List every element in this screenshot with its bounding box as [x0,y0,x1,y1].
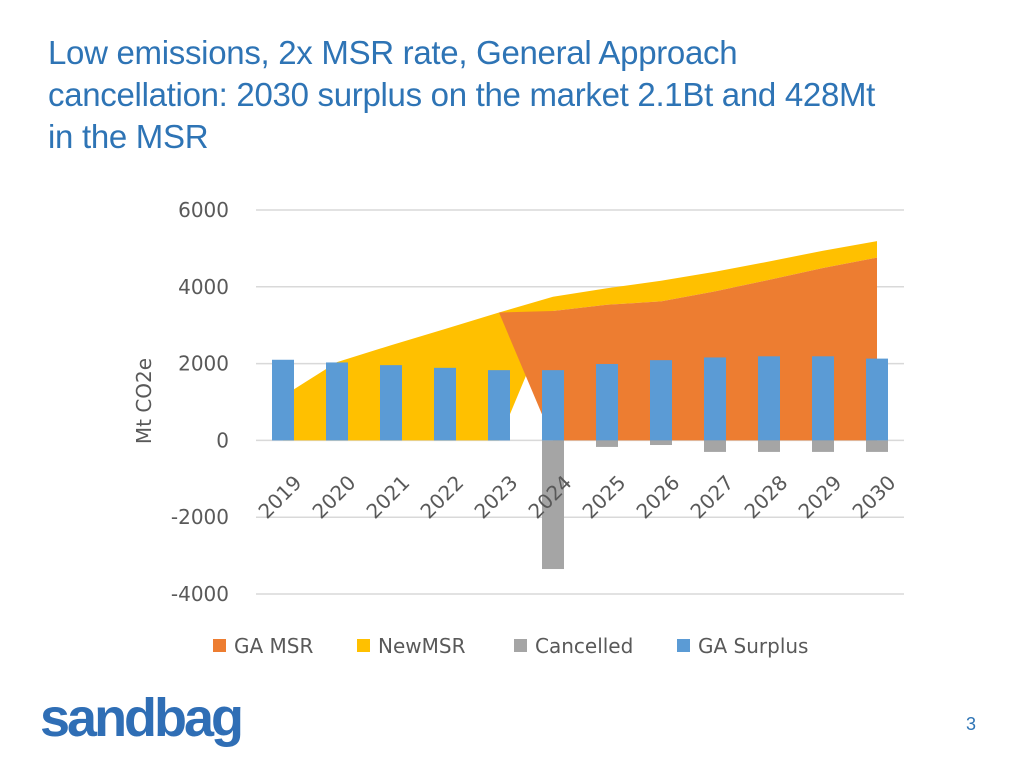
x-tick-label: 2030 [847,470,900,523]
legend: GA MSR NewMSR Cancelled GA Surplus [213,634,808,658]
legend-label: NewMSR [378,634,466,658]
legend-swatch [514,639,527,652]
bar-ga-surplus [866,358,888,441]
x-tick-label: 2023 [469,470,522,523]
bar-cancelled [758,440,780,452]
area-newmsr [283,241,877,441]
bar-ga-surplus [596,363,618,441]
title-line-1: Low emissions, 2x MSR rate, General Appr… [48,34,738,71]
bar-cancelled [812,440,834,452]
y-axis-ticks: 6000 4000 2000 0 -2000 -4000 [171,198,229,606]
x-tick-label: 2022 [415,470,468,523]
x-tick-label: 2028 [739,470,792,523]
x-tick-label: 2019 [253,470,306,523]
x-axis-ticks: 2019 2020 2021 2022 2023 2024 2025 2026 2027 2028… [253,470,900,523]
y-tick-label: 6000 [178,198,229,222]
x-tick-label: 2025 [577,470,630,523]
bar-ga-surplus [812,356,834,441]
y-tick-label: -2000 [171,505,229,529]
legend-label: GA Surplus [698,634,808,658]
legend-label: Cancelled [535,634,633,658]
y-tick-label: 4000 [178,275,229,299]
legend-swatch [357,639,370,652]
bar-ga-surplus [704,357,726,441]
bar-ga-surplus [380,365,402,441]
bar-ga-surplus [758,356,780,441]
sandbag-logo: sandbag [40,688,244,748]
bar-ga-surplus [488,370,510,441]
y-axis-label: Mt CO2e [132,358,156,444]
bar-cancelled [650,440,672,446]
slide-title: Low emissions, 2x MSR rate, General Appr… [48,32,1008,158]
bar-cancelled [866,440,888,452]
area-ga-msr [499,257,877,441]
bar-cancelled [704,440,726,452]
x-tick-label: 2020 [307,470,360,523]
bar-ga-surplus [326,362,348,441]
bar-series [272,356,888,570]
bar-cancelled [596,440,618,447]
x-tick-label: 2026 [631,470,684,523]
bar-ga-surplus [272,359,294,441]
bar-ga-surplus [434,367,456,441]
x-tick-label: 2021 [361,470,414,523]
area-series [283,241,877,441]
legend-label: GA MSR [234,634,313,658]
title-line-2: cancellation: 2030 surplus on the market… [48,76,876,113]
y-tick-label: 0 [216,428,229,452]
bar-ga-surplus [650,360,672,441]
y-tick-label: 2000 [178,352,229,376]
bar-cancelled [542,440,564,570]
y-tick-label: -4000 [171,582,229,606]
bar-ga-surplus [542,370,564,441]
page-number: 3 [965,714,976,734]
x-tick-label: 2027 [685,470,738,523]
title-line-3: in the MSR [48,118,209,155]
legend-swatch [677,639,690,652]
x-tick-label: 2029 [793,470,846,523]
legend-swatch [213,639,226,652]
